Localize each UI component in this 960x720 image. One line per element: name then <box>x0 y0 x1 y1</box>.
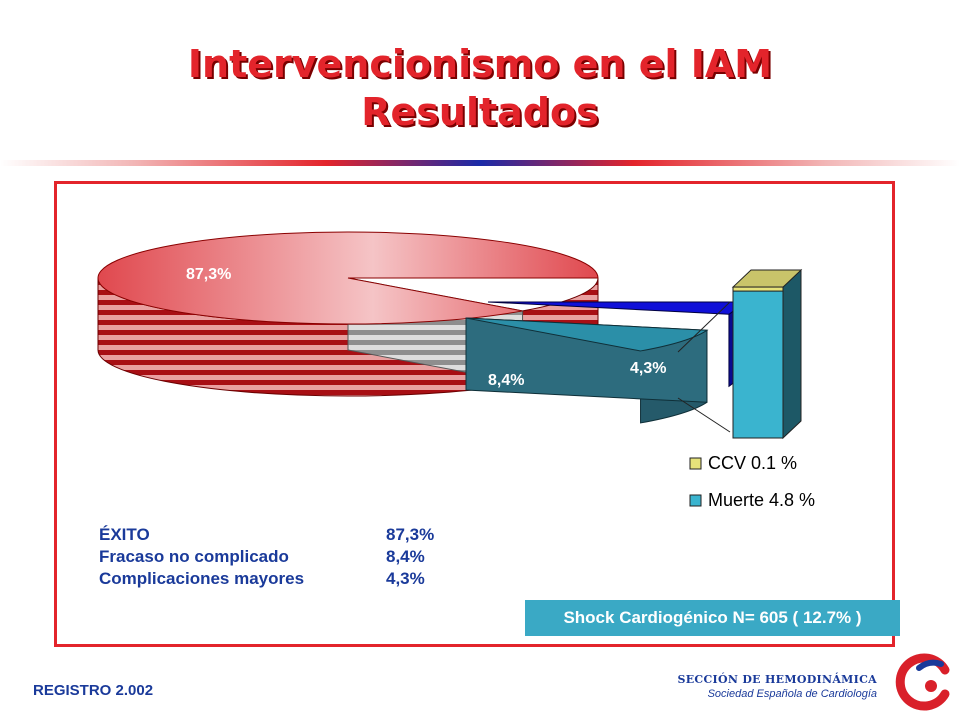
summary-row: Complicaciones mayores 4,3% <box>99 568 434 590</box>
connector-line-bottom <box>677 397 731 433</box>
bar-segment-muerte <box>732 290 784 439</box>
pie-label-fracaso: 8,4% <box>488 372 524 389</box>
summary-row: ÉXITO 87,3% <box>99 524 434 546</box>
bar-side-face <box>782 268 802 440</box>
registry-label: REGISTRO 2.002 <box>33 682 154 699</box>
summary-label: Fracaso no complicado <box>99 547 289 566</box>
slide-title: Intervencionismo en el IAM <box>187 42 773 86</box>
society-name: Sociedad Española de Cardiología <box>707 688 877 700</box>
bar-segment-ccv <box>732 286 784 292</box>
legend-swatch <box>689 457 702 470</box>
summary-label: Complicaciones mayores <box>99 569 305 588</box>
pie-slice-exito <box>97 231 599 325</box>
legend-swatch <box>689 494 702 507</box>
summary-list: ÉXITO 87,3% Fracaso no complicado 8,4% C… <box>99 524 434 590</box>
legend-label: CCV 0.1 % <box>708 453 797 473</box>
summary-value: 4,3% <box>386 569 425 588</box>
bar-top-face <box>731 269 803 288</box>
pie-label-complicaciones: 4,3% <box>630 360 666 377</box>
shock-banner: Shock Cardiogénico N= 605 ( 12.7% ) <box>525 600 900 636</box>
summary-value: 87,3% <box>386 525 435 544</box>
pie-label-exito: 87,3% <box>186 266 231 283</box>
legend-label: Muerte 4.8 % <box>708 490 815 510</box>
connector-line-top <box>677 301 731 353</box>
pie-slice-fracaso <box>465 317 709 352</box>
summary-value: 8,4% <box>386 547 425 566</box>
section-name: SECCIÓN DE HEMODINÁMICA <box>677 673 877 686</box>
slide-subtitle: Resultados <box>361 90 599 134</box>
society-logo-icon <box>895 653 950 711</box>
summary-row: Fracaso no complicado 8,4% <box>99 546 434 568</box>
title-divider <box>0 160 960 166</box>
footer-credits: SECCIÓN DE HEMODINÁMICA Sociedad Español… <box>677 673 877 700</box>
chart-frame <box>54 181 895 647</box>
summary-label: ÉXITO <box>99 525 150 544</box>
